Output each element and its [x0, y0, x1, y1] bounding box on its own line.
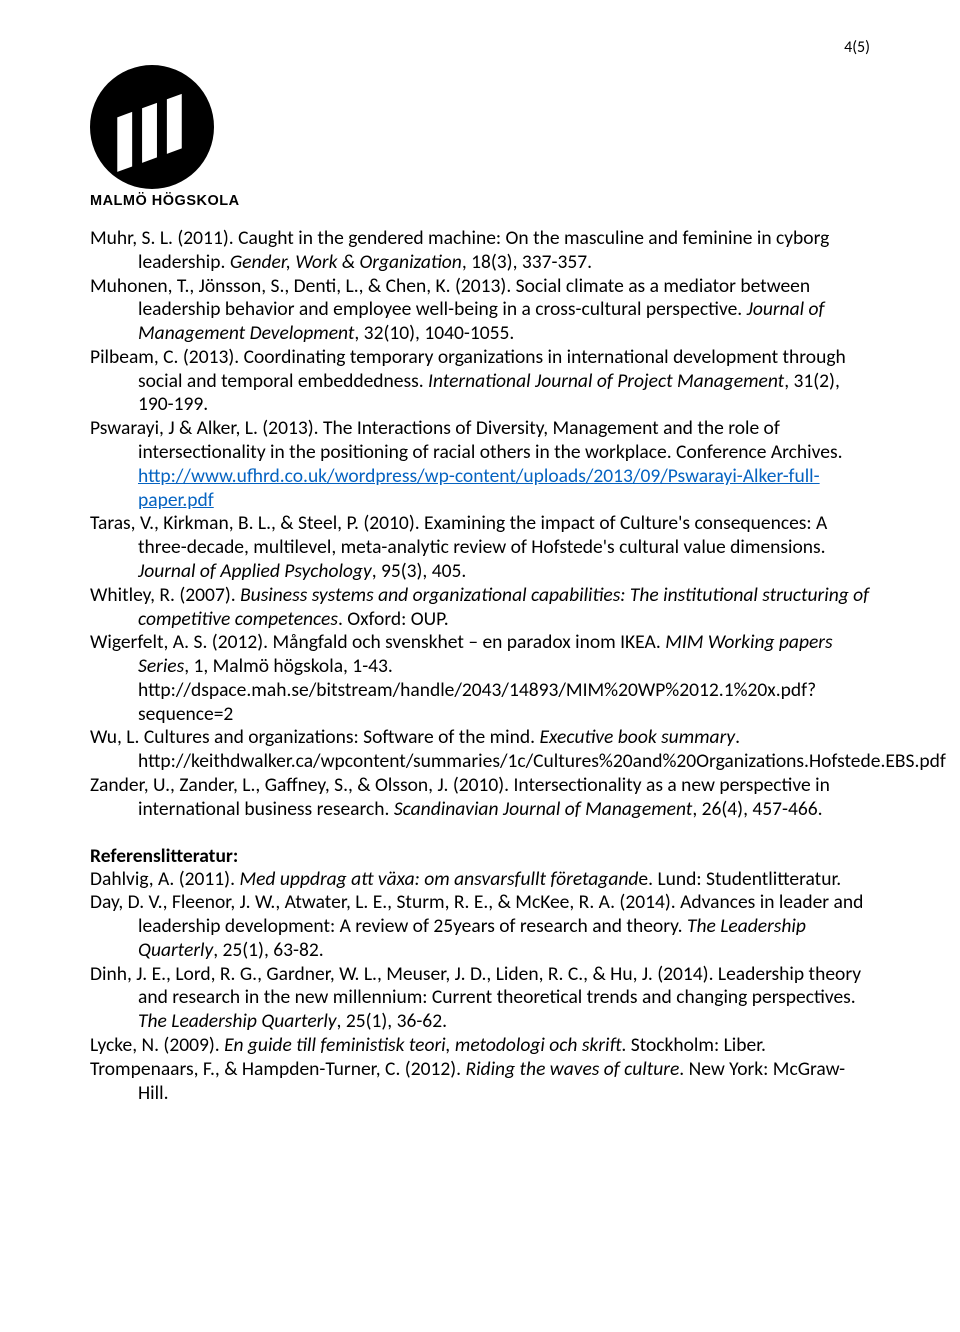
reference-text: Taras, V., Kirkman, B. L., & Steel, P. (… — [90, 511, 827, 559]
reference-italic: Riding the waves of culture — [465, 1057, 679, 1081]
reference-text: , 32(10), 1040-1055. — [354, 321, 514, 345]
reference-text: Whitley, R. (2007). — [90, 583, 240, 607]
reference-text: Dinh, J. E., Lord, R. G., Gardner, W. L.… — [90, 962, 861, 1010]
reference-italic: Med uppdrag att växa: om ansvarsfullt fö… — [239, 867, 638, 891]
reference-text: e. Lund: Studentlitteratur. — [638, 867, 841, 891]
reference-entry: Whitley, R. (2007). Business systems and… — [90, 584, 870, 632]
reference-italic: En guide till feministisk teori, metodol… — [224, 1033, 621, 1057]
reference-text: Trompenaars, F., & Hampden-Turner, C. (2… — [90, 1057, 465, 1081]
reference-entry: Muhonen, T., Jönsson, S., Denti, L., & C… — [90, 275, 870, 346]
document-page: 4(5) MALMÖ HÖGSKOLA Muhr, S. L. (2011). … — [0, 0, 960, 1145]
reference-italic: Scandinavian Journal of Management — [394, 797, 692, 821]
reference-text: , 18(3), 337-357. — [462, 250, 592, 274]
reference-entry: Day, D. V., Fleenor, J. W., Atwater, L. … — [90, 891, 870, 962]
reference-text: Lycke, N. (2009). — [90, 1033, 224, 1057]
reference-italic: Journal of Applied Psychology — [138, 559, 372, 583]
reference-italic: Business systems and organizational capa… — [138, 583, 869, 631]
reference-text: Muhonen, T., Jönsson, S., Denti, L., & C… — [90, 274, 810, 322]
reference-text: . Stockholm: Liber. — [621, 1033, 766, 1057]
page-number: 4(5) — [90, 38, 870, 57]
reference-text: , 95(3), 405. — [372, 559, 467, 583]
reference-entry: Dahlvig, A. (2011). Med uppdrag att växa… — [90, 868, 870, 892]
reference-entry: Pswarayi, J & Alker, L. (2013). The Inte… — [90, 417, 870, 512]
reference-link[interactable]: http://www.ufhrd.co.uk/wordpress/wp-cont… — [138, 464, 820, 512]
reference-text: , 1, Malmö högskola, 1-43. http://dspace… — [138, 654, 816, 726]
reference-text: Wigerfelt, A. S. (2012). Mångfald och sv… — [90, 630, 665, 654]
reference-entry: Wu, L. Cultures and organizations: Softw… — [90, 726, 870, 774]
malmo-hogskola-icon — [90, 65, 214, 189]
reference-entry: Muhr, S. L. (2011). Caught in the gender… — [90, 227, 870, 275]
reference-entry: Wigerfelt, A. S. (2012). Mångfald och sv… — [90, 631, 870, 726]
reference-list-main: Muhr, S. L. (2011). Caught in the gender… — [90, 227, 870, 822]
institution-name: MALMÖ HÖGSKOLA — [90, 193, 870, 209]
reference-entry: Pilbeam, C. (2013). Coordinating tempora… — [90, 346, 870, 417]
reference-text: Pswarayi, J & Alker, L. (2013). The Inte… — [90, 416, 843, 464]
reference-list-secondary: Dahlvig, A. (2011). Med uppdrag att växa… — [90, 868, 870, 1106]
reference-entry: Dinh, J. E., Lord, R. G., Gardner, W. L.… — [90, 963, 870, 1034]
reference-text: , 25(1), 36-62. — [337, 1009, 447, 1033]
reference-text: , 26(4), 457-466. — [692, 797, 822, 821]
reference-italic: Gender, Work & Organization — [230, 250, 462, 274]
reference-entry: Zander, U., Zander, L., Gaffney, S., & O… — [90, 774, 870, 822]
reference-entry: Taras, V., Kirkman, B. L., & Steel, P. (… — [90, 512, 870, 583]
reference-text: Wu, L. Cultures and organizations: Softw… — [90, 725, 539, 749]
section-heading-referenslitteratur: Referenslitteratur: — [90, 844, 870, 868]
reference-entry: Lycke, N. (2009). En guide till feminist… — [90, 1034, 870, 1058]
reference-text: , 25(1), 63-82. — [213, 938, 323, 962]
reference-entry: Trompenaars, F., & Hampden-Turner, C. (2… — [90, 1058, 870, 1106]
reference-italic: Executive book summary — [539, 725, 735, 749]
reference-text: . Oxford: OUP. — [338, 607, 449, 631]
reference-italic: International Journal of Project Managem… — [428, 369, 784, 393]
reference-italic: The Leadership Quarterly — [138, 1009, 337, 1033]
reference-text: Dahlvig, A. (2011). — [90, 867, 239, 891]
institution-logo: MALMÖ HÖGSKOLA — [90, 65, 870, 209]
